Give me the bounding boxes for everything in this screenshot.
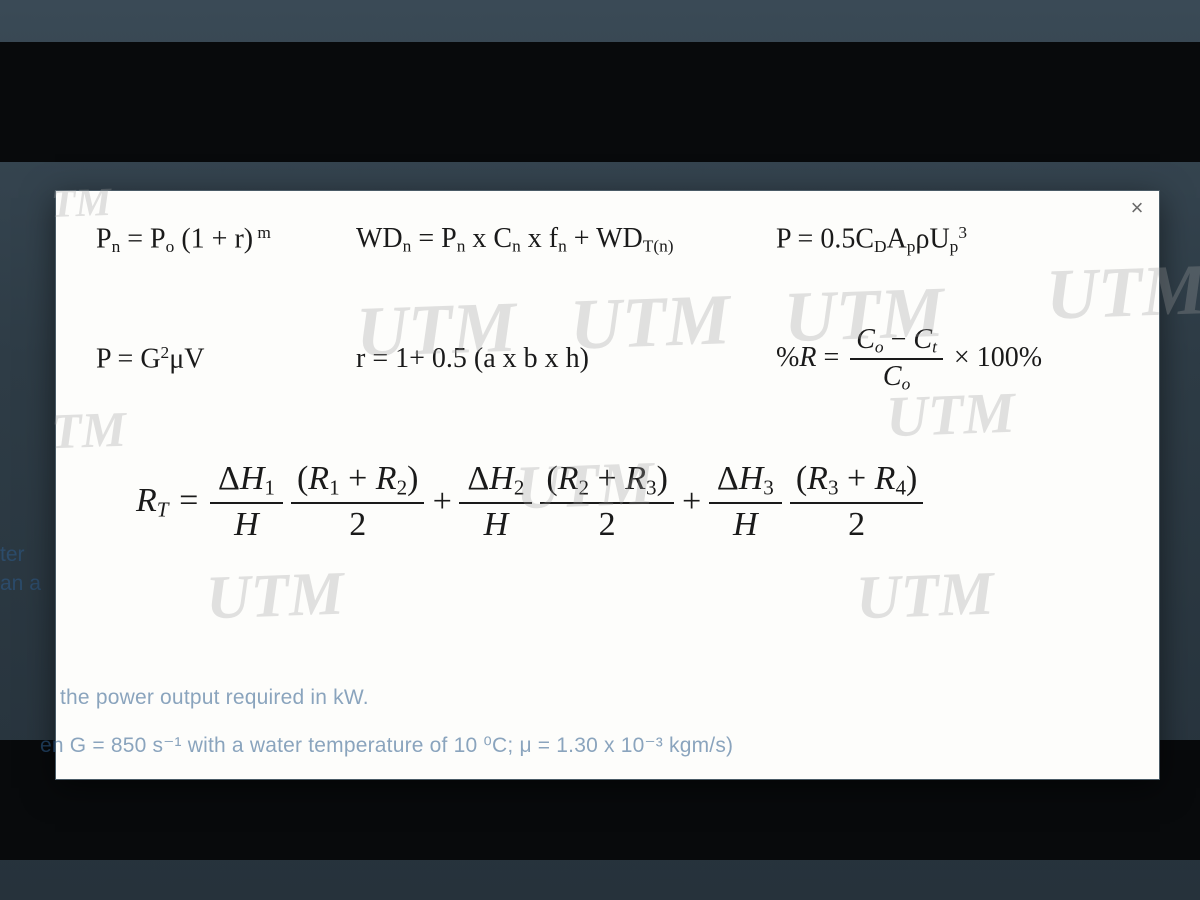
back-text-power: the power output required in kW. bbox=[60, 686, 369, 710]
edge-left-2: an a bbox=[0, 569, 41, 598]
back-text-params: en G = 850 s⁻¹ with a water temperature … bbox=[40, 733, 733, 758]
watermark: UTM bbox=[855, 559, 995, 635]
formula-dragP: P = 0.5CDApρUp3 bbox=[776, 223, 967, 257]
black-band-top bbox=[0, 42, 1200, 162]
formula-WDn: WDn = Pn x Cn x fn + WDT(n) bbox=[356, 223, 776, 256]
formula-G2muV: P = G2μV bbox=[96, 343, 356, 376]
rt-term-2: ΔH2 H (R2 + R3) 2 bbox=[459, 462, 673, 542]
edge-left-1: ter bbox=[0, 540, 41, 569]
formula-row-1: Pn = Po (1 + r) m WDn = Pn x Cn x fn + W… bbox=[96, 223, 1119, 257]
formula-row-2: P = G2μV r = 1+ 0.5 (a x b x h) %R = Co … bbox=[96, 325, 1119, 394]
watermark-tm: TM bbox=[50, 400, 127, 461]
formula-pctR: %R = Co − Ct Co × 100% bbox=[776, 325, 1042, 394]
watermark: UTM bbox=[1045, 248, 1200, 337]
formula-r: r = 1+ 0.5 (a x b x h) bbox=[356, 343, 776, 375]
watermark: UTM bbox=[205, 559, 345, 635]
close-icon[interactable]: × bbox=[1125, 197, 1149, 221]
formula-Pn: Pn = Po (1 + r) m bbox=[96, 223, 356, 257]
watermark-tm: TM bbox=[50, 178, 112, 227]
rt-term-1: ΔH1 H (R1 + R2) 2 bbox=[210, 462, 424, 542]
left-edge-text: ter an a bbox=[0, 540, 41, 599]
formula-RT: RT = ΔH1 H (R1 + R2) 2 + ΔH2 H (R2 + R3)… bbox=[136, 462, 1119, 542]
rt-term-3: ΔH3 H (R3 + R4) 2 bbox=[709, 462, 923, 542]
